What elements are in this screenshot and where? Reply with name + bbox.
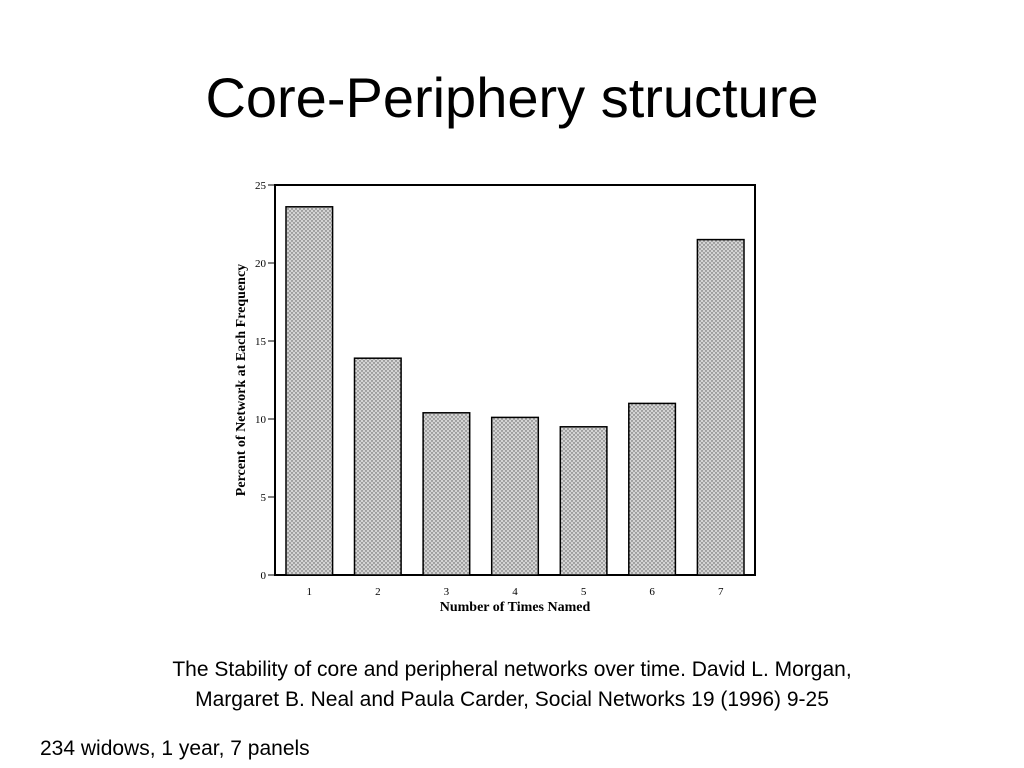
x-axis-label: Number of Times Named — [440, 600, 591, 615]
y-tick-label: 15 — [255, 336, 267, 348]
bar-4 — [490, 416, 540, 576]
bars-group — [285, 206, 745, 576]
y-ticks-group: 0 5 10 15 20 25 — [255, 180, 275, 582]
caption: The Stability of core and peripheral net… — [0, 655, 1024, 715]
y-tick-label: 0 — [261, 570, 267, 582]
bar-5 — [559, 426, 608, 576]
bar-7 — [696, 238, 745, 576]
x-tick-label: 7 — [718, 586, 724, 598]
caption-line-1: The Stability of core and peripheral net… — [172, 658, 852, 681]
y-tick-label: 25 — [255, 180, 267, 192]
slide-title: Core-Periphery structure — [205, 66, 819, 129]
bar-3 — [422, 412, 471, 576]
x-tick-label: 2 — [375, 586, 381, 598]
y-tick-label: 20 — [255, 258, 267, 270]
x-tick-label: 6 — [649, 586, 655, 598]
bar-6 — [628, 402, 677, 576]
y-tick-label: 10 — [255, 414, 267, 426]
y-axis-label: Percent of Network at Each Frequency — [234, 264, 249, 496]
x-tick-label: 4 — [512, 586, 518, 598]
x-tick-label: 1 — [307, 586, 313, 598]
x-tick-label: 5 — [581, 586, 587, 598]
x-tick-label: 3 — [444, 586, 450, 598]
bar-1 — [285, 206, 334, 576]
y-tick-label: 5 — [261, 492, 267, 504]
footnote: 234 widows, 1 year, 7 panels — [40, 737, 310, 760]
x-ticks-group: 1 2 3 4 5 6 7 — [307, 586, 724, 598]
bar-chart: 0 5 10 15 20 25 1 2 3 4 5 6 7 Number of Times Named… — [234, 180, 756, 615]
bar-2 — [353, 357, 402, 576]
caption-line-2: Margaret B. Neal and Paula Carder, Socia… — [195, 688, 829, 711]
